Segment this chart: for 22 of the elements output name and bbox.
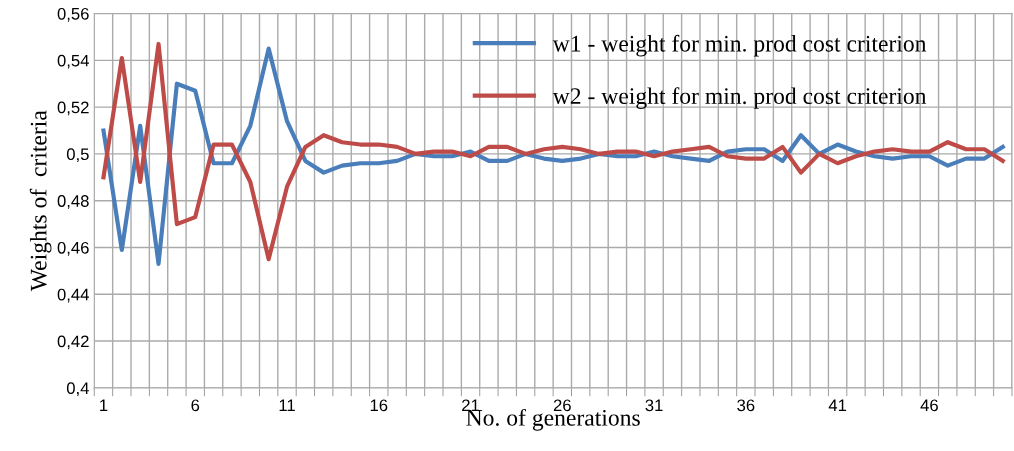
y-tick-label: 0,5 bbox=[66, 148, 89, 163]
y-tick-label: 0,54 bbox=[57, 54, 89, 69]
y-tick-label: 0,52 bbox=[57, 101, 89, 116]
x-tick-label: 21 bbox=[462, 399, 479, 412]
x-tick-label: 31 bbox=[645, 399, 663, 412]
y-tick-label: 0,48 bbox=[57, 195, 89, 209]
x-tick-label: 1 bbox=[100, 399, 108, 412]
y-tick-label: 0,46 bbox=[57, 241, 89, 256]
x-tick-label: 6 bbox=[191, 399, 200, 412]
legend-label: w1 - weight for min. prod cost criterion bbox=[552, 34, 927, 57]
y-tick-label: 0,42 bbox=[57, 335, 89, 350]
y-axis-title: Weights of criteria bbox=[29, 110, 52, 292]
x-tick-label: 46 bbox=[920, 399, 938, 412]
x-tick-label: 11 bbox=[279, 399, 295, 412]
y-tick-label: 0,44 bbox=[57, 288, 89, 303]
x-tick-label: 41 bbox=[828, 399, 847, 412]
x-tick-label: 26 bbox=[553, 399, 571, 412]
x-tick-label: 36 bbox=[737, 399, 755, 412]
y-tick-label: 0,56 bbox=[57, 7, 89, 22]
legend-label: w2 - weight for min. prod cost criterion bbox=[552, 87, 927, 109]
x-tick-label: 16 bbox=[370, 399, 388, 412]
y-tick-label: 0,4 bbox=[66, 382, 89, 397]
